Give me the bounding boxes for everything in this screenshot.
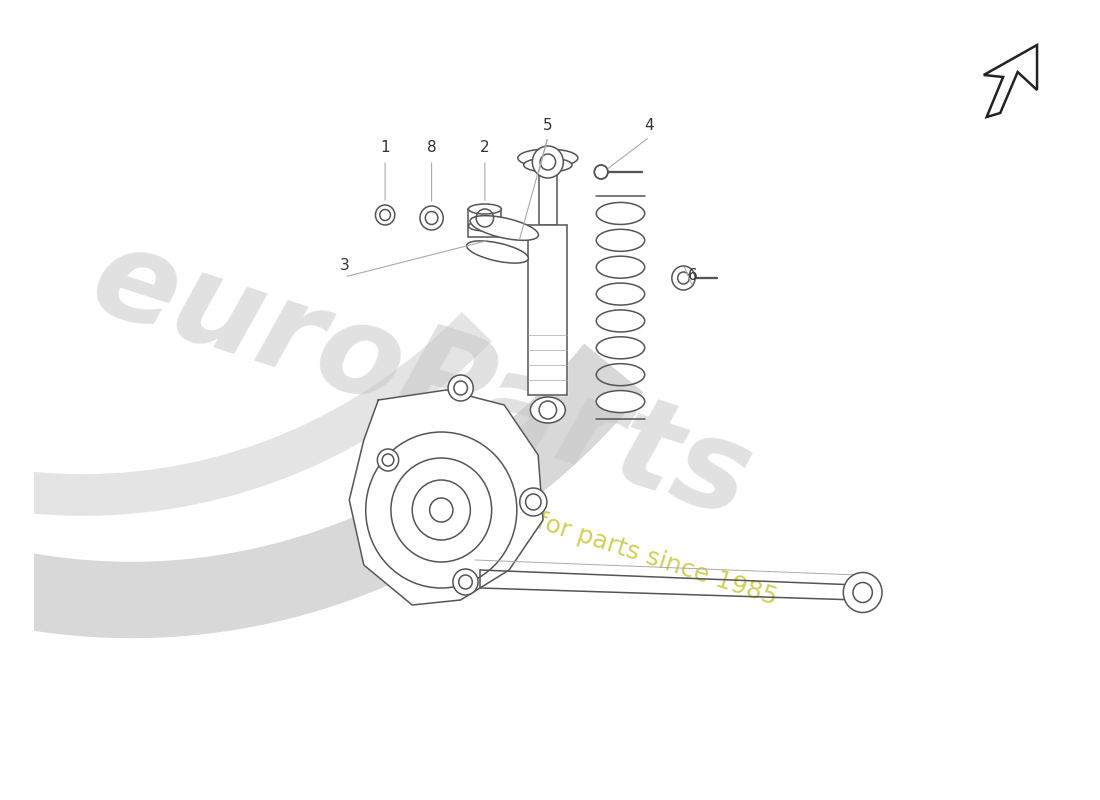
Text: a passion for parts since 1985: a passion for parts since 1985 — [412, 470, 780, 610]
Ellipse shape — [596, 337, 645, 359]
Text: 3: 3 — [340, 258, 350, 273]
Text: 2: 2 — [480, 141, 490, 155]
Ellipse shape — [518, 149, 578, 167]
Ellipse shape — [466, 241, 528, 263]
Ellipse shape — [596, 390, 645, 413]
Ellipse shape — [469, 221, 502, 231]
FancyBboxPatch shape — [469, 209, 502, 237]
Circle shape — [448, 375, 473, 401]
Circle shape — [672, 266, 695, 290]
Text: 1: 1 — [381, 141, 389, 155]
Circle shape — [375, 205, 395, 225]
Polygon shape — [528, 225, 568, 395]
Circle shape — [844, 573, 882, 613]
Ellipse shape — [530, 397, 565, 423]
Ellipse shape — [524, 158, 572, 172]
Circle shape — [519, 488, 547, 516]
Text: euroParts: euroParts — [77, 217, 767, 543]
Polygon shape — [350, 390, 543, 605]
Ellipse shape — [594, 165, 608, 179]
Polygon shape — [983, 45, 1037, 117]
Circle shape — [532, 146, 563, 178]
Ellipse shape — [470, 216, 538, 240]
Ellipse shape — [469, 204, 502, 214]
Circle shape — [377, 449, 398, 471]
Text: 6: 6 — [689, 267, 698, 282]
Ellipse shape — [596, 283, 645, 305]
Circle shape — [430, 498, 453, 522]
Text: 5: 5 — [543, 118, 552, 133]
Circle shape — [539, 401, 557, 419]
Circle shape — [420, 206, 443, 230]
Circle shape — [453, 569, 478, 595]
Text: 4: 4 — [645, 118, 654, 133]
Circle shape — [365, 432, 517, 588]
Text: 8: 8 — [427, 141, 437, 155]
Ellipse shape — [596, 230, 645, 251]
